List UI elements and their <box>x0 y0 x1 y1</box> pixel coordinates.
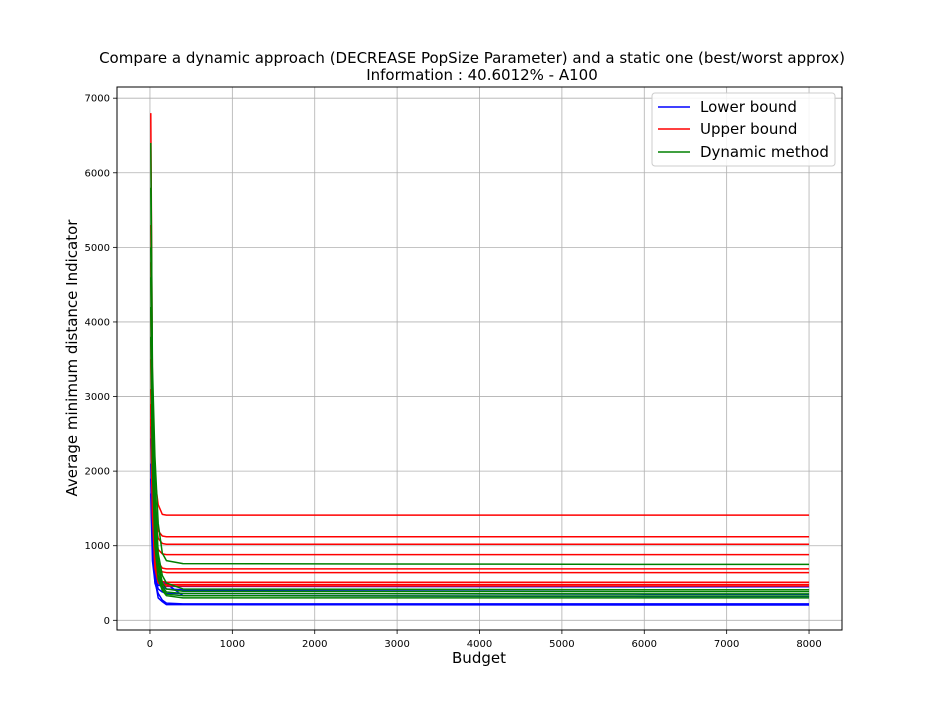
x-tick-label: 6000 <box>632 639 657 650</box>
x-tick-label: 0 <box>147 639 153 650</box>
series-line-dynamic-method-18 <box>150 247 810 593</box>
series-group <box>150 113 810 606</box>
y-tick-label: 2000 <box>85 467 110 478</box>
x-tick-label: 7000 <box>714 639 739 650</box>
grid <box>117 87 842 630</box>
series-line-lower-bound-5 <box>150 426 810 598</box>
legend-label-lower-bound: Lower bound <box>700 98 797 116</box>
series-line-upper-bound-9 <box>150 262 810 545</box>
series-line-upper-bound-14 <box>150 403 810 586</box>
chart-subtitle: Information : 40.6012% - A100 <box>366 66 598 84</box>
legend-label-upper-bound: Upper bound <box>700 120 797 138</box>
series-line-dynamic-method-17 <box>150 187 810 591</box>
y-axis-label: Average minimum distance Indicator <box>63 219 81 497</box>
chart-title: Compare a dynamic approach (DECREASE Pop… <box>99 49 845 67</box>
series-line-upper-bound-11 <box>150 336 810 570</box>
legend-box <box>651 92 836 167</box>
y-tick-label: 0 <box>104 616 110 627</box>
series-line-lower-bound-2 <box>150 438 810 605</box>
series-line-dynamic-method-16 <box>150 142 810 566</box>
y-tick-label: 6000 <box>85 168 110 179</box>
series-line-upper-bound-8 <box>150 224 810 538</box>
series-line-upper-bound-13 <box>150 389 810 584</box>
x-tick-label: 4000 <box>467 639 492 650</box>
y-tick-label: 5000 <box>85 243 110 254</box>
series-line-upper-bound-7 <box>150 113 810 516</box>
x-axis-label: Budget <box>452 649 506 667</box>
series-line-lower-bound-1 <box>150 405 810 595</box>
y-tick-label: 3000 <box>85 392 110 403</box>
ticks: 0 1000 2000 3000 4000 5000 6000 7000 8000 0 1000 20… <box>85 94 822 650</box>
x-tick-label: 3000 <box>384 639 409 650</box>
x-tick-label: 1000 <box>220 639 245 650</box>
series-line-upper-bound-12 <box>150 359 810 574</box>
legend: Lower bound Upper bound Dynamic method <box>651 92 836 167</box>
x-tick-label: 2000 <box>302 639 327 650</box>
series-line-dynamic-method-20 <box>150 307 810 597</box>
series-line-upper-bound-10 <box>150 307 810 556</box>
x-tick-label: 8000 <box>796 639 821 650</box>
series-line-dynamic-method-21 <box>150 336 810 599</box>
x-tick-label: 5000 <box>549 639 574 650</box>
y-tick-label: 1000 <box>85 541 110 552</box>
legend-label-dynamic-method: Dynamic method <box>700 143 829 161</box>
y-tick-label: 4000 <box>85 317 110 328</box>
y-tick-label: 7000 <box>85 94 110 105</box>
series-line-upper-bound-15 <box>150 418 810 587</box>
series-line-dynamic-method-19 <box>150 277 810 595</box>
